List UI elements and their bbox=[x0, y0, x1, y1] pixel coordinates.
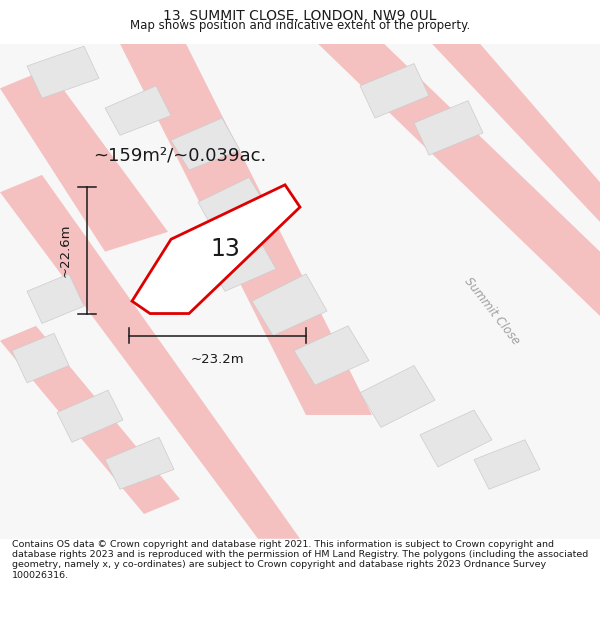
Polygon shape bbox=[171, 118, 240, 170]
Polygon shape bbox=[432, 44, 600, 222]
Text: ~23.2m: ~23.2m bbox=[191, 353, 244, 366]
Text: Map shows position and indicative extent of the property.: Map shows position and indicative extent… bbox=[130, 19, 470, 31]
Polygon shape bbox=[318, 44, 600, 316]
Polygon shape bbox=[0, 326, 180, 514]
Text: ~159m²/~0.039ac.: ~159m²/~0.039ac. bbox=[93, 146, 266, 164]
Text: 13, SUMMIT CLOSE, LONDON, NW9 0UL: 13, SUMMIT CLOSE, LONDON, NW9 0UL bbox=[163, 9, 437, 22]
Polygon shape bbox=[105, 86, 171, 136]
Text: ~22.6m: ~22.6m bbox=[59, 224, 72, 277]
Polygon shape bbox=[252, 274, 327, 336]
Text: Contains OS data © Crown copyright and database right 2021. This information is : Contains OS data © Crown copyright and d… bbox=[12, 539, 588, 580]
Polygon shape bbox=[105, 438, 174, 489]
Polygon shape bbox=[414, 101, 483, 155]
Text: Summit Close: Summit Close bbox=[462, 275, 522, 348]
Polygon shape bbox=[474, 440, 540, 489]
Polygon shape bbox=[27, 274, 84, 323]
Polygon shape bbox=[360, 64, 429, 118]
Polygon shape bbox=[12, 333, 69, 383]
Polygon shape bbox=[420, 410, 492, 467]
Polygon shape bbox=[294, 326, 369, 385]
Polygon shape bbox=[0, 69, 168, 252]
Polygon shape bbox=[204, 232, 276, 291]
Text: 13: 13 bbox=[210, 237, 240, 261]
Polygon shape bbox=[0, 175, 300, 539]
Polygon shape bbox=[27, 46, 99, 98]
Polygon shape bbox=[120, 44, 372, 415]
Polygon shape bbox=[198, 177, 270, 234]
Polygon shape bbox=[360, 366, 435, 428]
Polygon shape bbox=[132, 185, 300, 314]
Polygon shape bbox=[57, 390, 123, 442]
